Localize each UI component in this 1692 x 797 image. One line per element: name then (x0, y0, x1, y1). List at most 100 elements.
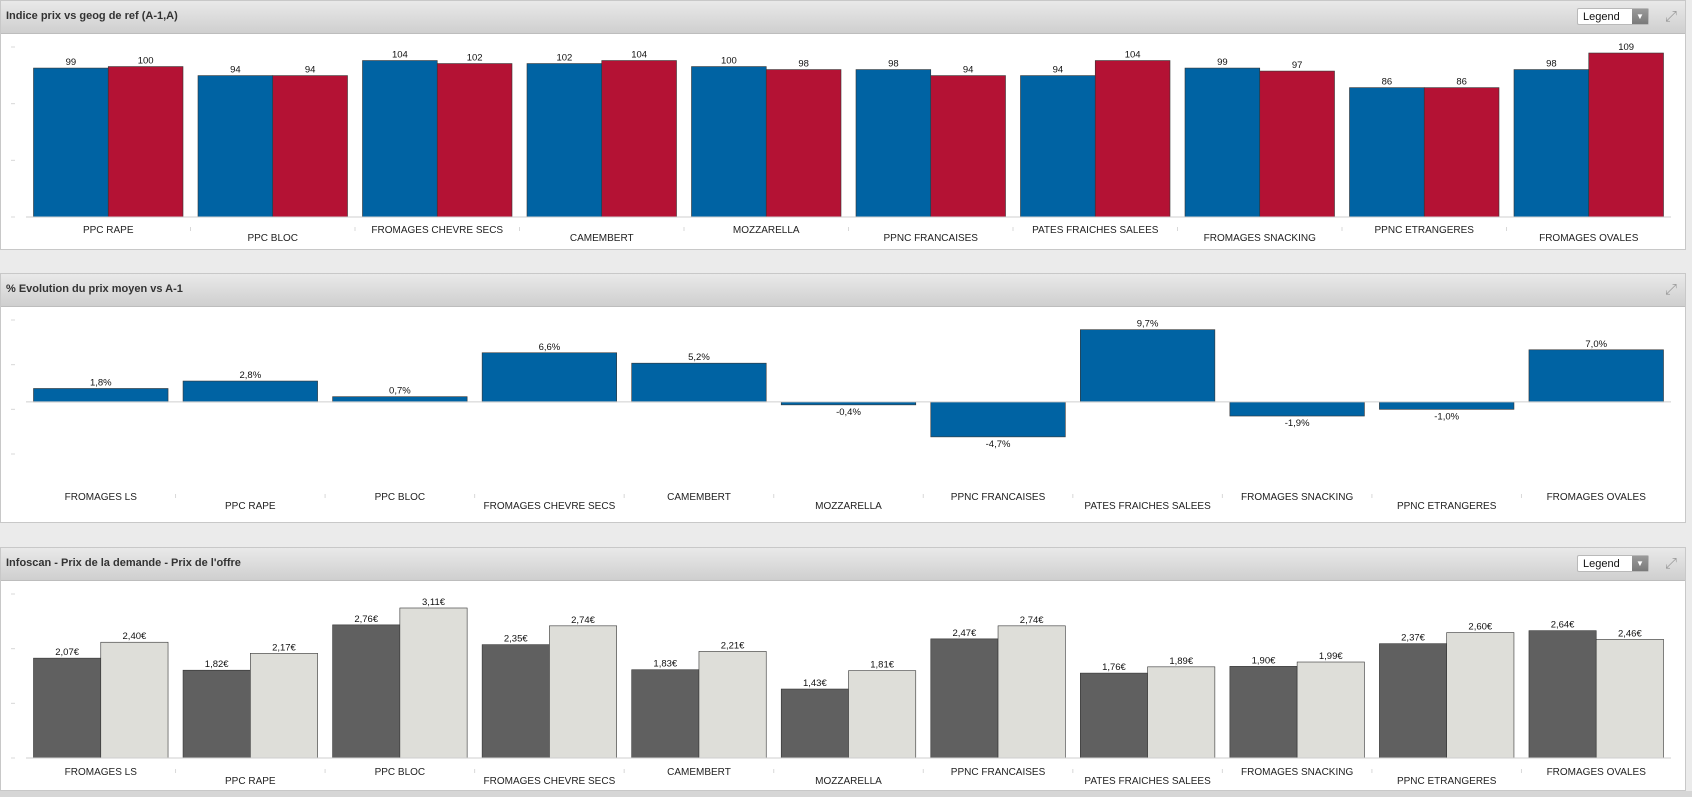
bar (1147, 666, 1216, 759)
bar (930, 401, 1066, 438)
category-label: PPNC ETRANGERES (1375, 225, 1475, 236)
bar (780, 688, 849, 759)
bar (1080, 329, 1216, 403)
bar (33, 388, 169, 403)
chevron-down-icon[interactable]: ▼ (1632, 556, 1648, 571)
category-label: MOZZARELLA (815, 776, 882, 787)
bar (1595, 639, 1664, 759)
data-label: 2,47€ (953, 628, 977, 639)
data-label: 104 (392, 50, 408, 61)
category-label: MOZZARELLA (815, 501, 882, 512)
bar (1379, 643, 1447, 759)
data-label: 98 (798, 59, 809, 70)
data-label: -4,7% (986, 439, 1011, 450)
bar (631, 362, 767, 403)
category-label: PPC RAPE (225, 776, 276, 787)
category-label: PPNC ETRANGERES (1397, 776, 1497, 787)
chart-price-index: 99 100 PPC RAPE 94 94 PPC BLOC 104 102 FROMAGES … (11, 42, 1671, 244)
data-label: 99 (1217, 57, 1228, 68)
data-label: 104 (1125, 50, 1141, 61)
data-label: 3,11€ (422, 597, 446, 608)
category-label: PPC BLOC (375, 492, 426, 503)
data-label: 0,7% (389, 386, 411, 397)
panel-header: Indice prix vs geog de ref (A-1,A) Legen… (1, 1, 1685, 34)
bar (436, 63, 513, 218)
data-label: 2,35€ (504, 634, 528, 645)
chart-infoscan: 2,07€ 2,40€ FROMAGES LS 1,82€ 2,17€ PPC RAPE 2… (11, 593, 1671, 787)
bar (1528, 630, 1597, 759)
panel-price-evolution: % Evolution du prix moyen vs A-1 ⤢ 1,8% F… (0, 273, 1686, 523)
bar (272, 75, 348, 218)
category-label: FROMAGES OVALES (1547, 767, 1647, 778)
data-label: 100 (721, 56, 737, 67)
bar (33, 657, 102, 759)
data-label: 2,8% (239, 370, 261, 381)
data-label: 1,76€ (1102, 662, 1126, 673)
data-label: 2,37€ (1401, 633, 1425, 644)
category-label: PATES FRAICHES SALEES (1032, 225, 1159, 236)
bar (930, 75, 1006, 218)
bar (481, 352, 617, 403)
category-label: PPC RAPE (225, 501, 276, 512)
data-label: 1,43€ (803, 678, 827, 689)
data-label: 7,0% (1585, 339, 1607, 350)
data-label: 2,07€ (55, 647, 79, 658)
bar (107, 66, 184, 218)
data-label: 1,99€ (1319, 651, 1343, 662)
category-label: FROMAGES LS (65, 492, 138, 503)
data-label: 94 (963, 65, 974, 76)
bar (250, 653, 318, 759)
bar (182, 380, 318, 403)
category-label: FROMAGES SNACKING (1241, 492, 1353, 503)
data-label: -1,0% (1434, 411, 1459, 422)
bar (332, 396, 468, 403)
expand-icon[interactable]: ⤢ (1664, 555, 1677, 572)
bar (526, 63, 603, 218)
data-label: 6,6% (539, 342, 561, 353)
category-label: CAMEMBERT (667, 767, 731, 778)
category-label: MOZZARELLA (733, 225, 800, 236)
chevron-down-icon[interactable]: ▼ (1632, 9, 1648, 24)
bar (182, 669, 251, 759)
expand-icon[interactable]: ⤢ (1664, 8, 1677, 25)
legend-dropdown-label: Legend (1583, 558, 1620, 570)
data-label: 98 (888, 59, 899, 70)
category-label: FROMAGES SNACKING (1241, 767, 1353, 778)
bar (1379, 401, 1515, 410)
data-label: 94 (230, 65, 241, 76)
bar (100, 641, 169, 759)
data-label: 2,74€ (571, 615, 595, 626)
data-label: 1,89€ (1169, 656, 1193, 667)
bar (549, 625, 617, 759)
bar (197, 75, 274, 218)
category-label: PPNC FRANCAISES (951, 767, 1046, 778)
bar (1513, 69, 1590, 218)
data-label: 2,40€ (123, 631, 147, 642)
panel-title: Infoscan - Prix de la demande - Prix de … (6, 557, 241, 569)
legend-dropdown[interactable]: Legend ▼ (1577, 555, 1649, 572)
legend-dropdown[interactable]: Legend ▼ (1577, 8, 1649, 25)
data-label: 104 (631, 50, 647, 61)
expand-icon[interactable]: ⤢ (1664, 281, 1677, 298)
bar (997, 625, 1066, 759)
panel-header: Infoscan - Prix de la demande - Prix de … (1, 548, 1685, 581)
data-label: 86 (1456, 77, 1467, 88)
category-label: FROMAGES CHEVRE SECS (371, 225, 503, 236)
bar (765, 69, 842, 218)
data-label: 1,82€ (205, 659, 229, 670)
category-label: PATES FRAICHES SALEES (1084, 776, 1211, 787)
category-label: FROMAGES CHEVRE SECS (484, 776, 616, 787)
bar (601, 60, 677, 218)
data-label: 1,8% (90, 377, 112, 388)
panel-title: Indice prix vs geog de ref (A-1,A) (6, 10, 178, 22)
data-label: 98 (1546, 59, 1557, 70)
data-label: 86 (1382, 77, 1393, 88)
bar (481, 644, 550, 759)
bar (1423, 87, 1500, 218)
bar (1229, 666, 1298, 759)
data-label: 2,21€ (721, 640, 745, 651)
category-label: PPC BLOC (247, 233, 298, 244)
data-label: 5,2% (688, 352, 710, 363)
panel-title: % Evolution du prix moyen vs A-1 (6, 283, 183, 295)
data-label: 1,83€ (653, 659, 677, 670)
